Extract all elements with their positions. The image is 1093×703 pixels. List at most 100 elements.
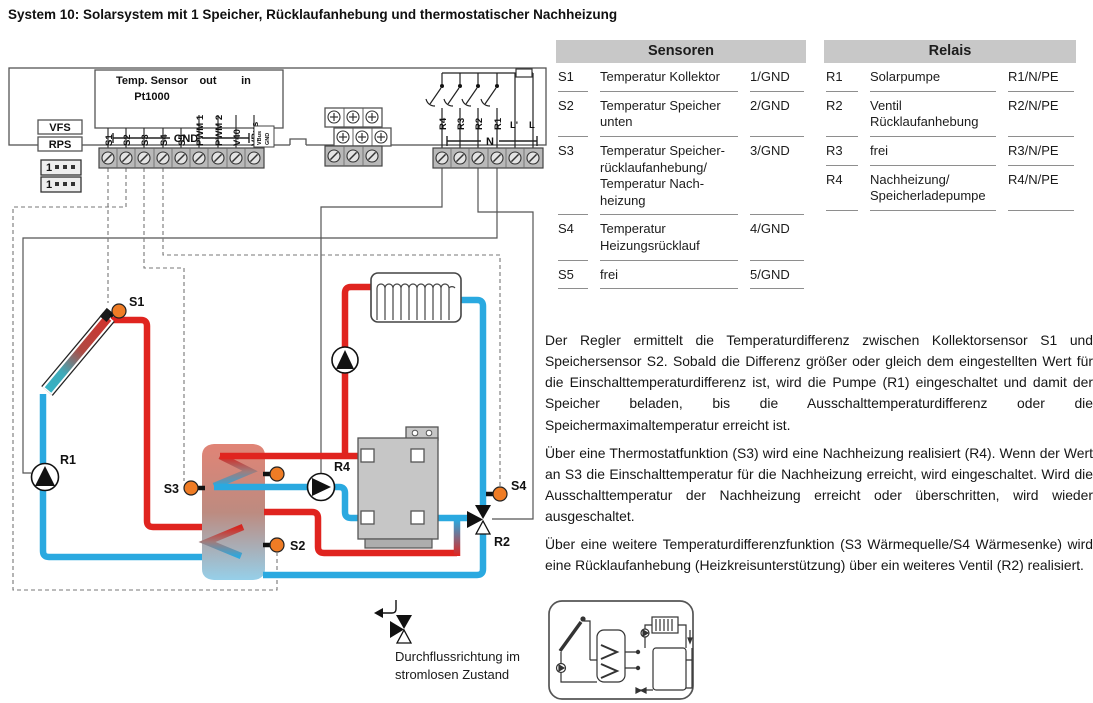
relay-pin: R2/N/PE: [1008, 92, 1074, 137]
paragraph-1: Der Regler ermittelt die Temperaturdiffe…: [545, 332, 1093, 433]
radiator: [370, 272, 462, 323]
svg-text:R4: R4: [438, 117, 449, 130]
sensor-pin: 3/GND: [750, 137, 804, 216]
solar-flow-pipe: [111, 316, 243, 531]
relay-desc: Ventil Rücklaufanhebung: [870, 92, 996, 137]
relay-pin: R1/N/PE: [1008, 63, 1074, 92]
relay-wires: [22, 168, 534, 520]
relay-pin: R3/N/PE: [1008, 137, 1074, 166]
relay-code: R4: [826, 166, 858, 211]
temp-sensor-box: [94, 69, 284, 129]
description-text: Der Regler ermittelt die Temperaturdiffe…: [545, 330, 1093, 583]
sensor-code: S5: [558, 261, 588, 290]
heating-pump: [331, 346, 359, 374]
svg-text:S3: S3: [140, 134, 151, 146]
svg-text:PWM 2: PWM 2: [214, 115, 225, 146]
pt1000-label: Pt1000: [134, 91, 169, 103]
paragraph-2: Über eine Thermostatfunktion (S3) wird e…: [545, 444, 1093, 524]
sensor-code: S2: [558, 92, 588, 137]
pe-terminal-block: [324, 107, 392, 167]
sensor-s2: [269, 537, 285, 553]
relay-desc: Solarpumpe: [870, 63, 996, 92]
vfs-label: VFS: [49, 122, 70, 134]
sensor-wires: [12, 168, 501, 591]
rps-label: RPS: [49, 139, 72, 151]
page-title: System 10: Solarsystem mit 1 Speicher, R…: [8, 7, 618, 22]
sensor-code: S1: [558, 63, 588, 92]
tank-upper-coil: [212, 453, 258, 489]
relay-desc: frei: [870, 137, 996, 166]
sensor-code: S4: [558, 215, 588, 261]
sensor-table: Sensoren S1 Temperatur Kollektor 1/GND S…: [556, 40, 806, 290]
svg-text:R1: R1: [493, 117, 504, 130]
sensor-pin: 2/GND: [750, 92, 804, 137]
system-thumbnail: [548, 600, 694, 700]
svg-text:L': L': [510, 120, 518, 131]
paragraph-3: Über eine weitere Temperaturdifferenzfun…: [545, 536, 1093, 574]
r1-label: R1: [60, 453, 76, 467]
fuse: [515, 68, 533, 78]
tank-lower-coil: [198, 524, 245, 560]
flow-note-line1: Durchflussrichtung im: [395, 649, 520, 664]
tank-top-sensor: [269, 466, 285, 482]
svg-text:GND: GND: [174, 133, 199, 145]
sensor-pin: 4/GND: [750, 215, 804, 261]
svg-text:R3: R3: [456, 118, 467, 130]
radiator-supply-pipe: [341, 283, 375, 456]
s2-label: S2: [290, 539, 305, 553]
sensor-desc: Temperatur Speicher- rücklaufanhebung/ T…: [600, 137, 738, 216]
sensor-terminal-block: [98, 147, 265, 169]
sensor-s4: [492, 486, 508, 502]
r2-label: R2: [494, 535, 510, 549]
sensor-s3: [183, 480, 199, 496]
r4-label: R4: [334, 460, 350, 474]
svg-text:L: L: [529, 120, 535, 131]
pump-r4: [306, 472, 336, 502]
pin-header-2: 1: [40, 176, 82, 193]
svg-text:PWM 1: PWM 1: [195, 114, 206, 146]
solar-collector: [41, 307, 115, 396]
flow-note-line2: stromlosen Zustand: [395, 667, 509, 682]
case-notch: [289, 138, 307, 145]
sensor-pin: 1/GND: [750, 63, 804, 92]
s1-label: S1: [129, 295, 144, 309]
svg-text:1: 1: [46, 162, 52, 174]
relay-terminal-block: [432, 147, 544, 169]
sensor-desc: Temperatur Speicher unten: [600, 92, 738, 137]
temp-sensor-label: Temp. Sensor: [116, 75, 189, 87]
svg-text:VBus: VBus: [257, 131, 263, 145]
relay-desc: Nachheizung/ Speicherladepumpe: [870, 166, 996, 211]
valve-to-tank-pipe: [263, 533, 487, 579]
n-bus: N: [446, 136, 538, 148]
rps-port: [37, 136, 83, 152]
radiator-return-pipe: [458, 296, 487, 506]
svg-text:N: N: [486, 136, 494, 148]
sensor-desc: Temperatur Kollektor: [600, 63, 738, 92]
sensor-code: S3: [558, 137, 588, 216]
sensor-desc: frei: [600, 261, 738, 290]
relay-switches: [425, 73, 499, 148]
gnd-bus: GND: [112, 133, 250, 145]
system-diagram: Temp. Sensor Pt1000 out in S1 S2 S3 S4 S…: [8, 67, 547, 682]
sensor-table-header: Sensoren: [556, 40, 806, 63]
s3-label: S3: [164, 482, 179, 496]
svg-text:S2: S2: [122, 134, 133, 146]
out-label: out: [199, 75, 216, 87]
controller: Temp. Sensor Pt1000 out in S1 S2 S3 S4 S…: [8, 67, 547, 193]
pin-header-1: 1: [40, 159, 82, 176]
relay-code: R3: [826, 137, 858, 166]
sensor-desc: Temperatur Heizungsrücklauf: [600, 215, 738, 261]
tank-mid-pipe: [264, 508, 457, 557]
svg-text:GND: GND: [265, 133, 271, 145]
relay-code: R2: [826, 92, 858, 137]
vfs-port: [37, 119, 83, 135]
svg-text:S1: S1: [104, 134, 115, 146]
relay-pin: R4/N/PE: [1008, 166, 1074, 211]
boiler: [357, 426, 439, 549]
vbus-gnd-tag: VBus GND: [253, 125, 275, 148]
pump-r1: [30, 462, 60, 492]
svg-text:R2: R2: [474, 118, 485, 130]
collector-sensor-pocket: [99, 307, 114, 323]
s4-label: S4: [511, 479, 526, 493]
